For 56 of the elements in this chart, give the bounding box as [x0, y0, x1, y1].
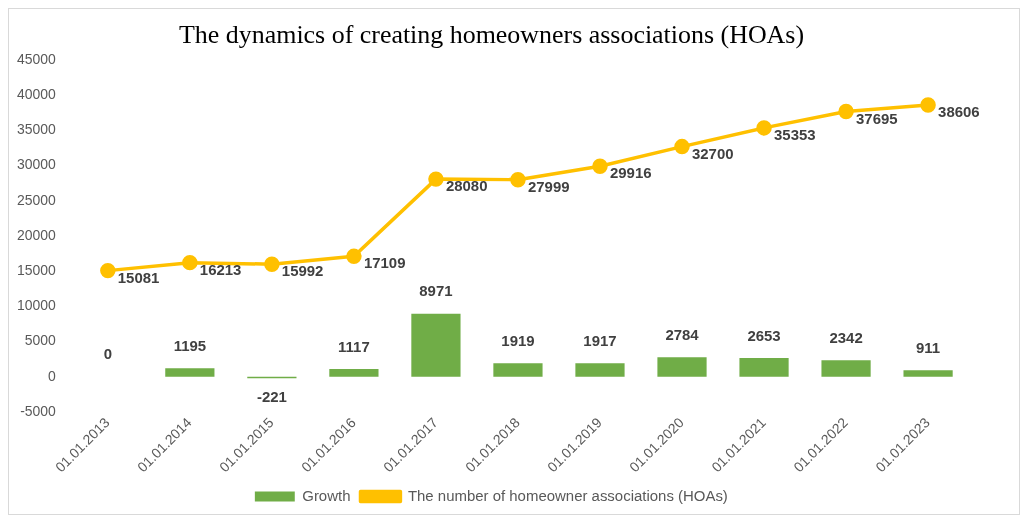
data-label: 16213: [199, 260, 242, 278]
data-label: 2784: [665, 325, 700, 343]
data-label: 1917: [583, 332, 617, 349]
y-tick-label: 5000: [24, 332, 57, 349]
bar: [821, 360, 871, 377]
data-label: 1195: [173, 337, 207, 355]
bar: [493, 363, 543, 377]
bar: [657, 357, 707, 377]
bar: [329, 368, 379, 377]
point: [592, 158, 608, 174]
y-tick-label: -5000: [20, 402, 57, 419]
data-label: 32700: [691, 144, 734, 162]
data-label: 29916: [609, 164, 652, 182]
point: [920, 97, 936, 113]
y-tick-label: 35000: [17, 121, 57, 138]
y-tick-label: 10000: [17, 297, 57, 314]
y-tick-label: 20000: [17, 226, 57, 243]
chart-title: The dynamics of creating homeowners associations (HOAs): [179, 20, 805, 50]
data-label: 8971: [419, 282, 453, 300]
data-label: 1117: [338, 337, 370, 355]
point: [100, 262, 116, 279]
data-label: 1919: [501, 331, 535, 349]
y-tick-label: 40000: [17, 86, 57, 103]
data-label: 38606: [938, 103, 980, 121]
y-tick-label: 30000: [17, 156, 57, 173]
point: [838, 103, 854, 120]
y-tick-label: 45000: [17, 50, 57, 67]
data-label: 35353: [774, 126, 816, 143]
data-label: 17109: [363, 254, 406, 272]
point: [428, 171, 444, 187]
data-label: 28080: [445, 177, 488, 195]
bar: [411, 313, 461, 377]
data-label: 2653: [747, 326, 781, 344]
legend-label: Growth: [302, 486, 351, 504]
data-label: 15992: [281, 262, 324, 280]
point: [182, 254, 198, 271]
data-label: 911: [916, 339, 941, 357]
point: [756, 120, 772, 136]
data-label: 2342: [829, 329, 863, 346]
point: [674, 138, 690, 155]
data-label: 37695: [856, 109, 898, 127]
y-tick-label: 15000: [17, 262, 57, 279]
bar: [165, 368, 215, 377]
data-label: -221: [256, 387, 287, 405]
point: [264, 256, 280, 272]
point: [346, 248, 362, 265]
point: [510, 171, 526, 188]
data-label: 27999: [527, 177, 570, 195]
bar: [575, 363, 625, 377]
y-tick-label: 0: [48, 367, 57, 384]
bar: [903, 370, 953, 377]
data-label: 15081: [117, 268, 160, 286]
bar: [739, 358, 789, 377]
legend-label: The number of homeowner associations (HOAs): [407, 486, 728, 504]
data-label: 0: [103, 345, 112, 363]
y-tick-label: 25000: [17, 191, 57, 208]
